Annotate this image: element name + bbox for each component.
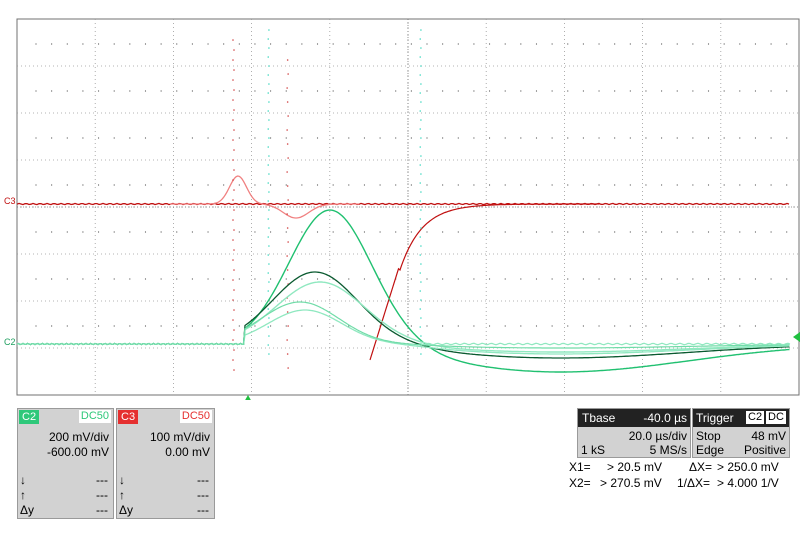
timebase-label: Tbase xyxy=(582,411,615,425)
trigger-coupling: DC xyxy=(766,411,786,424)
arrow-up-icon: ↑ xyxy=(119,488,125,502)
timebase-rate: 5 MS/s xyxy=(650,443,687,457)
channel-c2-value-3: --- xyxy=(96,503,108,517)
trigger-panel[interactable]: Trigger C2 DC Stop 48 mV Edge Positive xyxy=(692,408,790,458)
channel-c2-header: C2 DC50 xyxy=(18,409,113,426)
trigger-mode: Stop xyxy=(696,429,721,443)
cursor-dx-label: ΔX= xyxy=(689,460,712,474)
timebase-panel[interactable]: Tbase -40.0 µs 20.0 µs/div 1 kS 5 MS/s xyxy=(577,408,691,458)
arrow-down-icon: ↓ xyxy=(20,473,26,487)
trigger-label: Trigger xyxy=(696,411,734,425)
cursor-x1-value: > 20.5 mV xyxy=(607,460,662,474)
trigger-header: Trigger C2 DC xyxy=(693,409,789,427)
timebase-tdiv: 20.0 µs/div xyxy=(629,429,687,443)
trigger-position-marker[interactable] xyxy=(244,395,252,400)
trigger-source: C2 xyxy=(746,411,764,424)
delta-y-label: Δy xyxy=(119,503,133,517)
channel-c3-panel[interactable]: C3 DC50 100 mV/div 0.00 mV ↓ --- ↑ --- Δ… xyxy=(116,408,215,519)
channel-c3-offset: 0.00 mV xyxy=(165,445,210,459)
markers: C3 C2 xyxy=(4,196,800,400)
channel-c3-value-2: --- xyxy=(197,488,209,502)
traces xyxy=(17,29,790,372)
channel-c2-offset: -600.00 mV xyxy=(47,445,109,459)
graticule xyxy=(17,19,799,395)
channel-c3-value-3: --- xyxy=(197,503,209,517)
channel-c2-coupling: DC50 xyxy=(79,410,111,423)
channel-c3-header: C3 DC50 xyxy=(117,409,214,426)
channel-c3-tag: C3 xyxy=(118,410,138,424)
arrow-up-icon: ↑ xyxy=(20,488,26,502)
channel-c2-value-1: --- xyxy=(96,473,108,487)
trigger-level-marker[interactable] xyxy=(793,332,800,342)
cursor-x1-label: X1= xyxy=(569,460,591,474)
cursor-inv-label: 1/ΔX= xyxy=(677,476,710,490)
timebase-delay: -40.0 µs xyxy=(643,411,687,425)
c2-marker-label: C2 xyxy=(4,337,16,347)
channel-c2-vdiv: 200 mV/div xyxy=(49,430,109,444)
cursor-x2-label: X2= xyxy=(569,476,591,490)
waveform-display: C3 C2 xyxy=(0,0,800,400)
cursor-dx-value: > 250.0 mV xyxy=(717,460,779,474)
channel-c3-value-1: --- xyxy=(197,473,209,487)
cursor-inv-value: > 4.000 1/V xyxy=(717,476,779,490)
timebase-samples: 1 kS xyxy=(581,443,605,457)
arrow-down-icon: ↓ xyxy=(119,473,125,487)
cursor-x2-value: > 270.5 mV xyxy=(600,476,662,490)
channel-c3-coupling: DC50 xyxy=(180,410,212,423)
trigger-slope: Positive xyxy=(744,443,786,457)
channel-c2-value-2: --- xyxy=(96,488,108,502)
trigger-type: Edge xyxy=(696,443,724,457)
trigger-level: 48 mV xyxy=(751,429,786,443)
timebase-header: Tbase -40.0 µs xyxy=(578,409,690,427)
channel-c3-vdiv: 100 mV/div xyxy=(150,430,210,444)
channel-c2-tag: C2 xyxy=(19,410,39,424)
channel-c2-panel[interactable]: C2 DC50 200 mV/div -600.00 mV ↓ --- ↑ --… xyxy=(17,408,114,519)
c3-marker-label: C3 xyxy=(4,196,16,206)
delta-y-label: Δy xyxy=(20,503,34,517)
